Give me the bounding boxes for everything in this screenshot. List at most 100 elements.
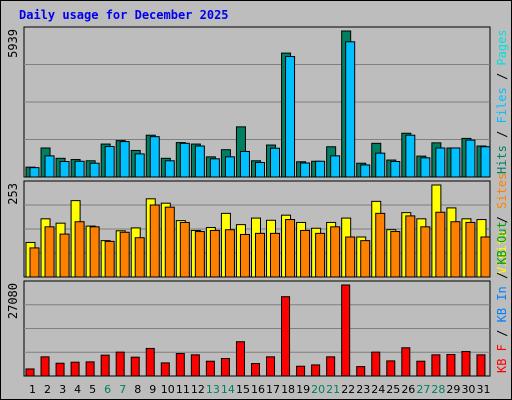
hits-legend-part: Files — [495, 87, 509, 123]
visits-bar-sites — [74, 221, 85, 278]
kbf-bar-kb-f — [431, 354, 441, 377]
kbf-bar-kb-f — [40, 356, 50, 377]
kbf-legend-part: / — [495, 265, 509, 287]
x-tick-label: 16 — [251, 383, 265, 396]
x-tick-label: 5 — [89, 383, 96, 396]
x-tick-label: 27 — [416, 383, 430, 396]
chart-title: Daily usage for December 2025 — [19, 8, 229, 22]
visits-bar-sites — [119, 231, 130, 278]
x-tick-label: 2 — [44, 383, 51, 396]
hits-bar-files — [209, 158, 220, 178]
hits-bar-files — [29, 167, 40, 178]
visits-bar-sites — [285, 219, 296, 278]
visits-max-label: 253 — [6, 183, 20, 205]
visits-bar-sites — [194, 231, 205, 278]
x-tick-label: 14 — [221, 383, 235, 396]
kbf-legend-part: / — [495, 322, 509, 344]
x-tick-label: 26 — [401, 383, 415, 396]
visits-legend-part: / — [495, 209, 509, 231]
kbf-bar-kb-f — [145, 347, 155, 377]
visits-bar-sites — [450, 221, 461, 278]
x-tick-label: 19 — [296, 383, 310, 396]
hits-bar-files — [224, 156, 235, 178]
x-tick-label: 6 — [104, 383, 111, 396]
kbf-max-label: 27080 — [6, 283, 20, 319]
x-tick-label: 25 — [386, 383, 400, 396]
x-tick-label: 20 — [311, 383, 325, 396]
hits-bar-files — [179, 142, 190, 178]
kbf-bar-kb-f — [250, 363, 260, 377]
visits-bar-sites — [89, 226, 100, 278]
visits-bar-sites — [465, 221, 476, 278]
visits-bar-sites — [405, 215, 416, 278]
x-tick-label: 11 — [176, 383, 190, 396]
kbf-bar-kb-f — [371, 351, 381, 377]
hits-bar-files — [59, 161, 70, 178]
visits-bar-sites — [134, 237, 145, 278]
kbf-bar-kb-f — [205, 360, 215, 377]
x-tick-label: 4 — [74, 383, 81, 396]
visits-bar-sites — [44, 226, 55, 278]
kbf-bar-kb-f — [356, 366, 366, 377]
hits-bar-files — [44, 155, 55, 178]
x-tick-label: 18 — [281, 383, 295, 396]
hits-bar-files — [149, 136, 160, 178]
hits-bar-files — [194, 145, 205, 178]
x-tick-label: 22 — [341, 383, 355, 396]
hits-legend-part: Pages — [495, 29, 509, 65]
kbf-bar-kb-f — [461, 350, 471, 377]
x-tick-label: 23 — [356, 383, 370, 396]
x-tick-label: 24 — [371, 383, 385, 396]
hits-legend-part: Hits — [495, 145, 509, 174]
hits-bar-files — [330, 155, 341, 178]
kbf-bar-kb-f — [281, 296, 291, 377]
x-tick-label: 30 — [461, 383, 475, 396]
kbf-bar-kb-f — [296, 365, 306, 377]
kbf-bar-kb-f — [190, 354, 200, 377]
visits-bar-sites — [360, 240, 371, 278]
x-tick-label: 17 — [266, 383, 280, 396]
visits-bar-sites — [300, 229, 311, 278]
hits-legend-part: / — [495, 66, 509, 88]
visits-bar-sites — [390, 231, 401, 278]
kbf-bar-kb-f — [115, 351, 125, 377]
hits-panel: 5939 Hits / Files / Pages — [6, 26, 509, 178]
x-tick-label: 7 — [119, 383, 126, 396]
visits-panel: 253 Visits / Sites — [6, 173, 509, 278]
hits-legend: Hits / Files / Pages — [495, 29, 509, 174]
hits-bar-files — [254, 161, 265, 178]
visits-bar-sites — [420, 226, 431, 278]
visits-bar-sites — [164, 206, 175, 278]
kbf-bar-kb-f — [25, 368, 35, 377]
hits-bar-files — [420, 157, 431, 178]
visits-bar-sites — [29, 247, 40, 278]
hits-bar-files — [360, 164, 371, 178]
x-tick-label: 10 — [161, 383, 175, 396]
visits-bar-sites — [315, 232, 326, 278]
kbf-bar-kb-f — [100, 354, 110, 377]
visits-bar-sites — [59, 233, 70, 278]
hits-bar-files — [435, 147, 446, 178]
kbf-legend-part: KB F — [495, 344, 509, 373]
hits-bar-files — [450, 147, 461, 178]
hits-bar-files — [480, 146, 491, 178]
hits-bar-files — [164, 160, 175, 178]
hits-bar-files — [134, 153, 145, 178]
kbf-panel: 27080 KB F / KB In / KB Out — [6, 221, 509, 377]
kbf-bar-kb-f — [85, 361, 95, 377]
kbf-bar-kb-f — [311, 364, 321, 377]
visits-legend-part: Sites — [495, 173, 509, 209]
hits-bar-files — [74, 160, 85, 178]
visits-bar-sites — [179, 221, 190, 278]
visits-bar-sites — [209, 229, 220, 278]
kbf-bar-kb-f — [386, 360, 396, 377]
x-tick-label: 13 — [206, 383, 220, 396]
kbf-bar-kb-f — [401, 347, 411, 377]
hits-bar-files — [285, 56, 296, 178]
hits-bar-files — [345, 41, 356, 178]
hits-max-label: 5939 — [6, 29, 20, 58]
hits-bar-files — [119, 141, 130, 178]
visits-bar-sites — [375, 212, 386, 278]
kbf-bar-kb-f — [476, 354, 486, 377]
